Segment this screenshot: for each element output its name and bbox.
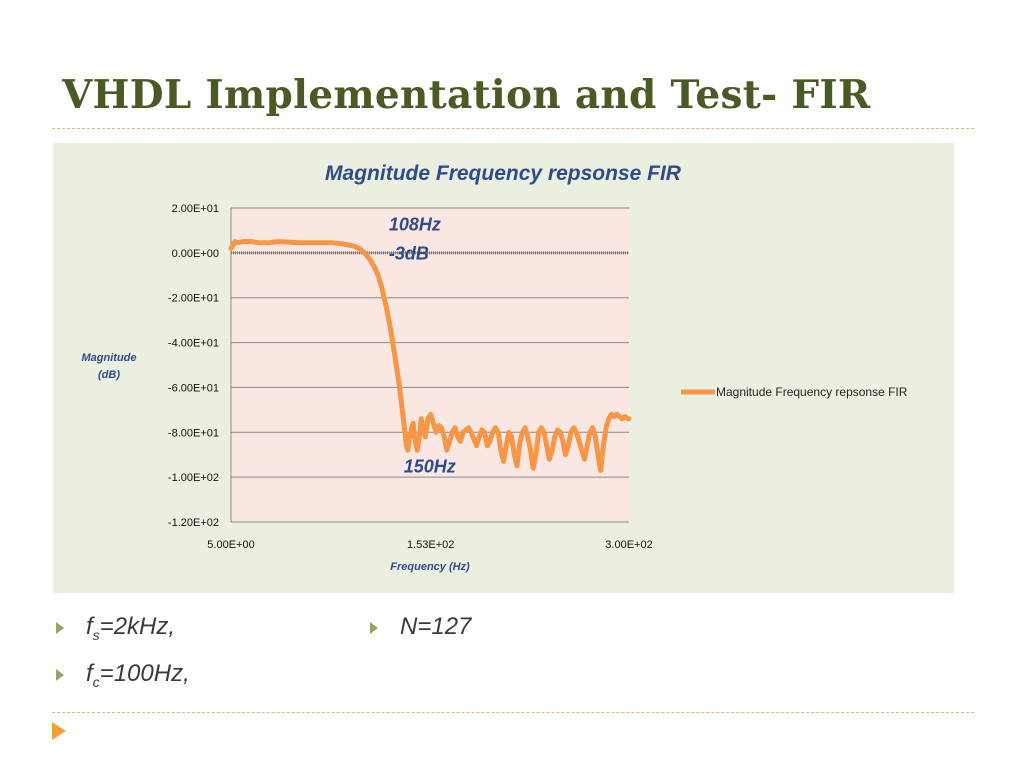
legend-label: Magnitude Frequency repsonse FIR [716,385,908,399]
y-tick-label: -1.20E+02 [168,517,219,529]
frequency-response-chart: Magnitude Frequency repsonse FIR 2.00E+0… [82,162,908,573]
y-tick-labels: 2.00E+01 0.00E+00 -2.00E+01 -4.00E+01 -6.00E… [168,203,219,529]
y-tick-label: -1.00E+02 [168,472,219,484]
chart-annotations: 108Hz -3dB 150Hz [389,214,456,476]
bullet-cutoff-frequency: fc=100Hz, [56,660,190,690]
bullet-arrow-icon [56,669,64,681]
x-tick-labels: 5.00E+00 1.53E+02 3.00E+02 [207,539,652,551]
y-axis-label-line1: Magnitude [82,352,137,364]
y-axis-label-line2: (dB) [98,369,120,381]
magnitude-series-line [228,239,632,473]
chart-annotation: 108Hz [389,214,441,234]
bullet-sampling-frequency: fs=2kHz, [56,613,175,643]
x-tick-label: 3.00E+02 [605,539,652,551]
slide-corner-arrow-icon [52,722,66,740]
bottom-divider [52,712,974,713]
chart-annotation: 150Hz [404,457,456,477]
y-tick-label: -2.00E+01 [168,293,219,305]
chart-panel: Magnitude Frequency repsonse FIR 2.00E+0… [53,143,954,593]
chart-annotation: -3dB [389,244,429,264]
slide-title: VHDL Implementation and Test- FIR [62,72,871,118]
top-divider [52,128,974,129]
y-tick-label: 2.00E+01 [172,203,219,215]
y-tick-label: -4.00E+01 [168,338,219,350]
chart-title: Magnitude Frequency repsonse FIR [325,162,682,185]
x-tick-label: 5.00E+00 [207,539,254,551]
x-tick-label: 1.53E+02 [407,539,454,551]
bullet-arrow-icon [56,622,64,634]
plot-area [231,208,629,522]
x-axis-label: Frequency (Hz) [390,561,470,573]
y-tick-label: -6.00E+01 [168,382,219,394]
y-tick-label: -8.00E+01 [168,427,219,439]
y-tick-label: 0.00E+00 [172,248,219,260]
bullet-arrow-icon [370,622,378,634]
bullet-filter-order: N=127 [370,613,471,641]
